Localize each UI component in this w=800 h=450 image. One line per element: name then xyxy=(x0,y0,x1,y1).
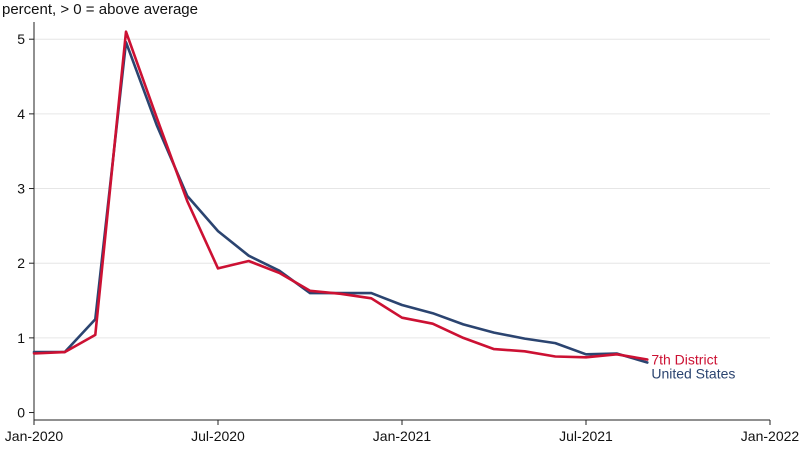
x-tick-label: Jul-2020 xyxy=(191,428,245,444)
series-label: United States xyxy=(651,366,735,382)
y-tick-label: 2 xyxy=(17,255,25,271)
y-tick-label: 4 xyxy=(17,106,25,122)
x-tick-label: Jan-2020 xyxy=(5,428,64,444)
x-tick-label: Jan-2022 xyxy=(741,428,800,444)
series-lines xyxy=(32,30,649,364)
y-axis-label: percent, > 0 = above average xyxy=(2,1,198,18)
y-tick-label: 3 xyxy=(17,181,25,197)
x-tick-label: Jul-2021 xyxy=(559,428,613,444)
x-axis-ticks: Jan-2020 Jul-2020 Jan-2021 Jul-2021 Jan-2022 xyxy=(5,420,800,444)
x-tick-label: Jan-2021 xyxy=(373,428,432,444)
series-line-7th-district xyxy=(32,30,649,361)
y-tick-label: 1 xyxy=(17,330,25,346)
y-tick-label: 5 xyxy=(17,31,25,47)
y-tick-label: 0 xyxy=(17,405,25,421)
series-line-united-states xyxy=(32,40,649,364)
y-axis-ticks: 0 1 2 3 4 5 xyxy=(17,31,34,421)
series-label: 7th District xyxy=(651,352,717,368)
